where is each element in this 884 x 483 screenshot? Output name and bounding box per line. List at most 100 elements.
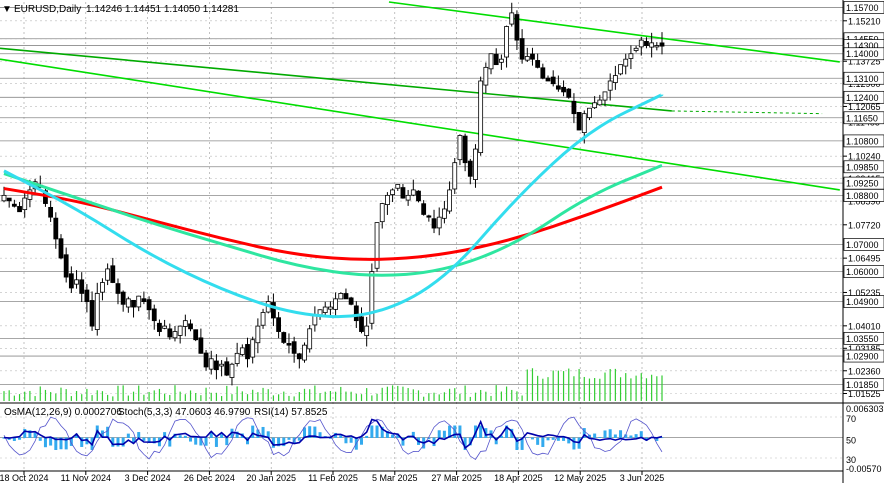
- osma-bar: [437, 430, 441, 438]
- level-badge: [843, 160, 884, 174]
- candle-body: [597, 99, 603, 106]
- candle-body: [654, 45, 660, 48]
- osma-bar: [530, 437, 534, 440]
- price-tick-label: 1.12065: [848, 102, 881, 112]
- candle-body: [131, 299, 136, 308]
- volume-bar: [407, 388, 409, 401]
- volume-bar: [107, 394, 109, 401]
- candle-body: [271, 302, 276, 319]
- candle-body: [493, 53, 499, 66]
- volume-bar: [122, 385, 124, 401]
- candle-body: [11, 203, 17, 207]
- osma-bar: [214, 437, 218, 447]
- candle-body: [188, 323, 193, 330]
- candle-body: [79, 279, 85, 294]
- volume-bar: [314, 385, 316, 401]
- osma-bar: [396, 433, 400, 438]
- volume-bar: [226, 385, 228, 401]
- candle-body: [193, 329, 199, 341]
- osma-bar: [494, 437, 498, 445]
- osma-bar: [199, 437, 203, 446]
- volume-bar: [132, 391, 135, 401]
- osma-bar: [344, 437, 348, 444]
- volume-bar: [557, 370, 559, 401]
- candle-body: [602, 91, 608, 101]
- time-tick-label: 3 Jun 2025: [620, 473, 665, 483]
- trend-line: [0, 47, 672, 112]
- osma-bar: [313, 426, 317, 438]
- volume-bar: [44, 389, 47, 401]
- time-tick-label: 26 Dec 2024: [184, 473, 235, 483]
- moving-averages: [3, 93, 663, 319]
- volume-bar: [143, 394, 145, 401]
- volume-bar: [50, 392, 52, 401]
- candle-body: [234, 352, 240, 364]
- osma-bar: [80, 437, 84, 447]
- level-badge: [843, 378, 884, 392]
- symbol-dropdown-icon[interactable]: ▼: [2, 4, 12, 15]
- volume-bar: [360, 394, 363, 401]
- volume-bar: [329, 391, 332, 401]
- rsi-label: RSI(14) 57.8525: [254, 407, 328, 418]
- volume-bar: [355, 393, 357, 401]
- indicator-scale-label: 0.006303: [846, 404, 884, 414]
- level-badge: [843, 265, 884, 278]
- volume-bar: [630, 378, 632, 401]
- volume-bar: [252, 389, 254, 401]
- trend-line-extension: [671, 110, 823, 115]
- volume-bar: [112, 396, 114, 401]
- osma-bar: [308, 426, 312, 438]
- candle-body: [395, 184, 401, 189]
- volume-bar: [609, 369, 611, 401]
- volume-bar: [179, 391, 181, 401]
- candle-body: [618, 64, 623, 75]
- volume-bar: [215, 392, 218, 401]
- level-badge: [843, 238, 884, 251]
- candle-body: [53, 217, 59, 240]
- osma-bar: [463, 437, 467, 450]
- volume-bar: [127, 395, 129, 401]
- candle-body: [441, 208, 447, 219]
- osma-bar: [525, 437, 529, 438]
- level-label: 1.01850: [846, 380, 879, 390]
- price-tick-label: 1.01525: [848, 389, 881, 399]
- candle-body: [214, 360, 219, 371]
- osma-bar: [391, 434, 395, 438]
- candle-body: [359, 316, 364, 332]
- volume-bar: [521, 395, 523, 401]
- osma-bar: [183, 435, 187, 438]
- volume-bar: [428, 393, 430, 401]
- volume-bar: [381, 387, 383, 401]
- osma-bar: [303, 427, 307, 438]
- volume-bar: [340, 386, 342, 401]
- candle-body: [364, 325, 370, 337]
- level-label: 1.11650: [846, 113, 878, 123]
- trend-line: [0, 58, 840, 191]
- osma-bar: [12, 437, 16, 441]
- candle-body: [592, 102, 598, 109]
- candle-body: [125, 298, 131, 308]
- volume-bar: [200, 395, 202, 401]
- osma-bar: [624, 434, 628, 438]
- volume-bar: [537, 375, 539, 401]
- level-label: 1.14300: [846, 41, 879, 51]
- volume-bar: [640, 373, 642, 401]
- osma-bar: [349, 437, 353, 443]
- indicator-scale-label: 30: [846, 455, 856, 465]
- volume-bar: [500, 391, 502, 401]
- level-badge: [843, 71, 884, 85]
- time-tick-label: 27 Mar 2025: [431, 473, 482, 483]
- volume-bar: [562, 371, 565, 401]
- price-tick-label: 1.06495: [848, 254, 881, 264]
- candle-body: [94, 293, 100, 330]
- volume-bar: [283, 391, 285, 401]
- candle-body: [343, 293, 349, 300]
- candle-body: [245, 344, 250, 360]
- candle-body: [17, 206, 22, 213]
- osma-bar: [505, 425, 509, 438]
- candle-body: [405, 194, 411, 201]
- osma-bar: [639, 431, 643, 438]
- time-tick-label: 18 Apr 2025: [494, 473, 543, 483]
